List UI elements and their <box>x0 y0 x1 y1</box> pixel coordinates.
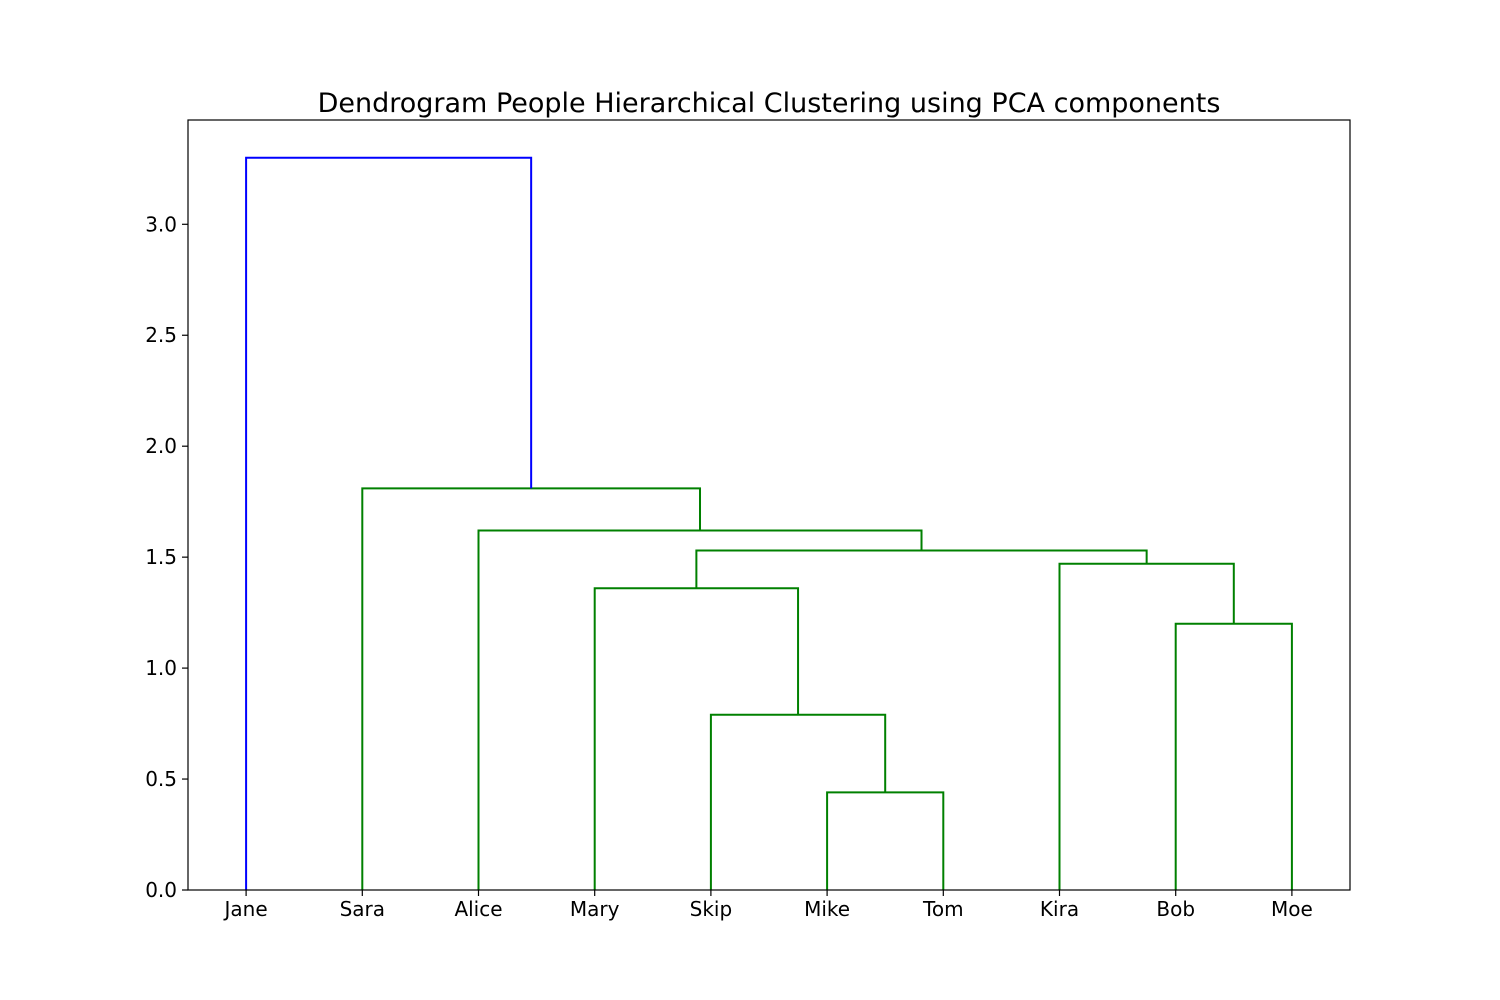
leaf-label-bob: Bob <box>1156 897 1195 921</box>
leaf-label-alice: Alice <box>454 897 502 921</box>
dendrogram-link-8 <box>361 487 702 890</box>
dendrogram-link-1 <box>826 791 945 890</box>
dendrogram-link-6 <box>695 549 1148 589</box>
leaf-label-skip: Skip <box>690 897 733 921</box>
dendrogram-link-4 <box>593 587 800 890</box>
y-axis: 0.0 0.5 1.0 1.5 2.0 2.5 3.0 <box>145 212 188 902</box>
x-axis: Jane Sara Alice Mary Skip Mike Tom Kira Bob Moe <box>223 890 1313 921</box>
y-tick-label: 1.0 <box>145 656 177 680</box>
leaf-label-mary: Mary <box>570 897 620 921</box>
dendrogram-link-2 <box>709 713 887 890</box>
y-tick-label: 0.0 <box>145 878 177 902</box>
leaf-label-kira: Kira <box>1040 897 1079 921</box>
dendrogram-link-5 <box>1058 562 1235 890</box>
leaf-label-sara: Sara <box>340 897 385 921</box>
plot-area-frame <box>187 119 1351 891</box>
dendrogram-link-9 <box>245 156 533 890</box>
y-tick-label: 2.0 <box>145 434 177 458</box>
y-tick-label: 1.5 <box>145 545 177 569</box>
y-tick-label: 2.5 <box>145 323 177 347</box>
dendrogram-links <box>245 156 1293 890</box>
leaf-label-jane: Jane <box>223 897 268 921</box>
y-tick-label: 3.0 <box>145 212 177 236</box>
dendrogram-link-7 <box>477 529 923 890</box>
leaf-label-tom: Tom <box>922 897 964 921</box>
chart-title: Dendrogram People Hierarchical Clusterin… <box>318 88 1221 119</box>
y-tick-label: 0.5 <box>145 767 177 791</box>
leaf-label-moe: Moe <box>1271 897 1313 921</box>
leaf-label-mike: Mike <box>804 897 850 921</box>
dendrogram-link-3 <box>1174 622 1293 890</box>
